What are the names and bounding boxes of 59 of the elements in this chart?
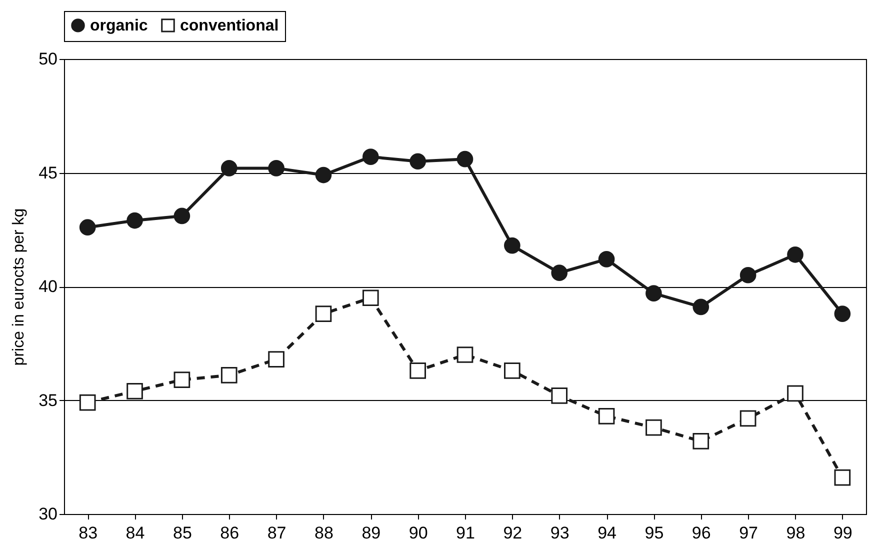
x-tick-label: 94	[598, 524, 616, 542]
point	[410, 153, 426, 170]
x-tick-label: 97	[739, 524, 758, 542]
point	[834, 306, 851, 322]
x-tick-label: 88	[314, 524, 334, 542]
point	[646, 285, 662, 302]
y-tick-label: 30	[38, 504, 58, 524]
y-tick-label: 50	[38, 50, 58, 68]
point	[504, 362, 520, 379]
point	[79, 394, 96, 411]
point	[551, 264, 568, 281]
x-tick-label: 83	[78, 524, 98, 542]
x-tick-label: 92	[503, 524, 522, 542]
y-axis-title: price in eurocts per kg	[10, 208, 28, 366]
point	[268, 351, 284, 368]
legend-label: conventional	[180, 17, 279, 34]
point	[410, 362, 426, 379]
point	[126, 382, 143, 400]
point	[834, 469, 851, 486]
x-tick-label: 98	[786, 524, 806, 542]
point	[220, 367, 238, 384]
y-tick-label: 40	[38, 277, 58, 296]
y-tick-label: 35	[38, 390, 58, 410]
x-tick-label: 86	[220, 524, 240, 542]
legend-label: organic	[90, 17, 148, 34]
point	[174, 208, 190, 224]
x-tick-label: 84	[126, 524, 145, 542]
point	[174, 372, 190, 388]
x-tick-label: 95	[644, 524, 664, 542]
x-tick-label: 91	[456, 524, 475, 542]
point	[456, 150, 474, 168]
point	[268, 160, 284, 176]
point	[456, 346, 474, 363]
point	[315, 306, 332, 322]
point	[787, 246, 804, 263]
point	[362, 290, 379, 306]
point	[315, 166, 332, 184]
point	[362, 148, 379, 165]
point	[126, 212, 143, 229]
point	[740, 266, 756, 284]
point	[220, 160, 238, 176]
y-tick-label: 45	[38, 163, 58, 182]
x-tick-label: 89	[362, 524, 381, 542]
x-tick-label: 90	[408, 524, 428, 542]
point	[79, 219, 96, 236]
x-tick-label: 99	[833, 524, 852, 542]
point	[598, 251, 615, 268]
x-tick-label: 87	[267, 524, 286, 542]
x-tick-label: 93	[550, 524, 570, 542]
x-tick-label: 85	[172, 524, 192, 542]
point	[598, 408, 615, 424]
point	[740, 410, 756, 427]
point	[646, 419, 662, 436]
point	[551, 388, 568, 404]
point	[787, 385, 804, 402]
x-tick-label: 96	[692, 524, 711, 542]
point	[692, 433, 710, 450]
point	[504, 237, 520, 254]
point	[692, 298, 710, 316]
